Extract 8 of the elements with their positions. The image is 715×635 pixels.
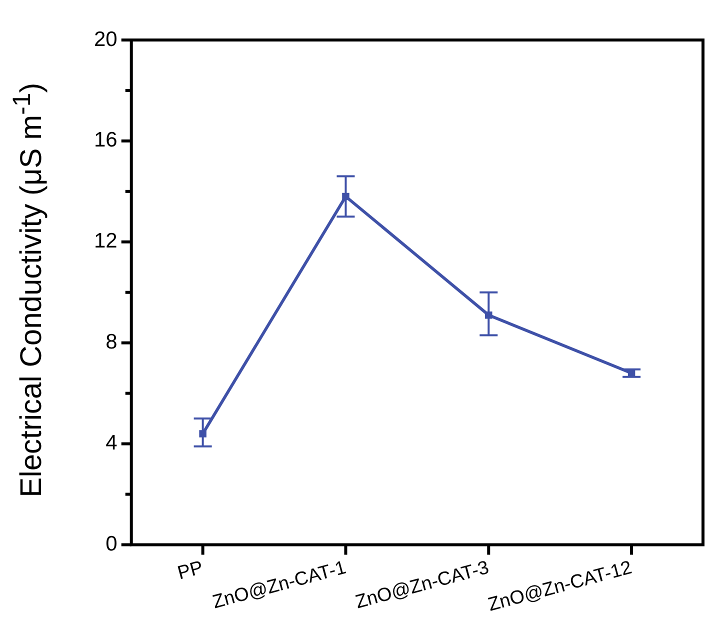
y-tick-label: 4 <box>106 432 118 455</box>
y-tick-label: 16 <box>94 128 118 152</box>
y-tick-label: 12 <box>94 230 118 253</box>
y-tick-label: 0 <box>106 532 118 556</box>
point <box>199 430 206 438</box>
y-tick-label: 20 <box>94 28 118 51</box>
y-tick-label: 8 <box>106 330 118 354</box>
x-tick-label: PP <box>176 557 206 584</box>
